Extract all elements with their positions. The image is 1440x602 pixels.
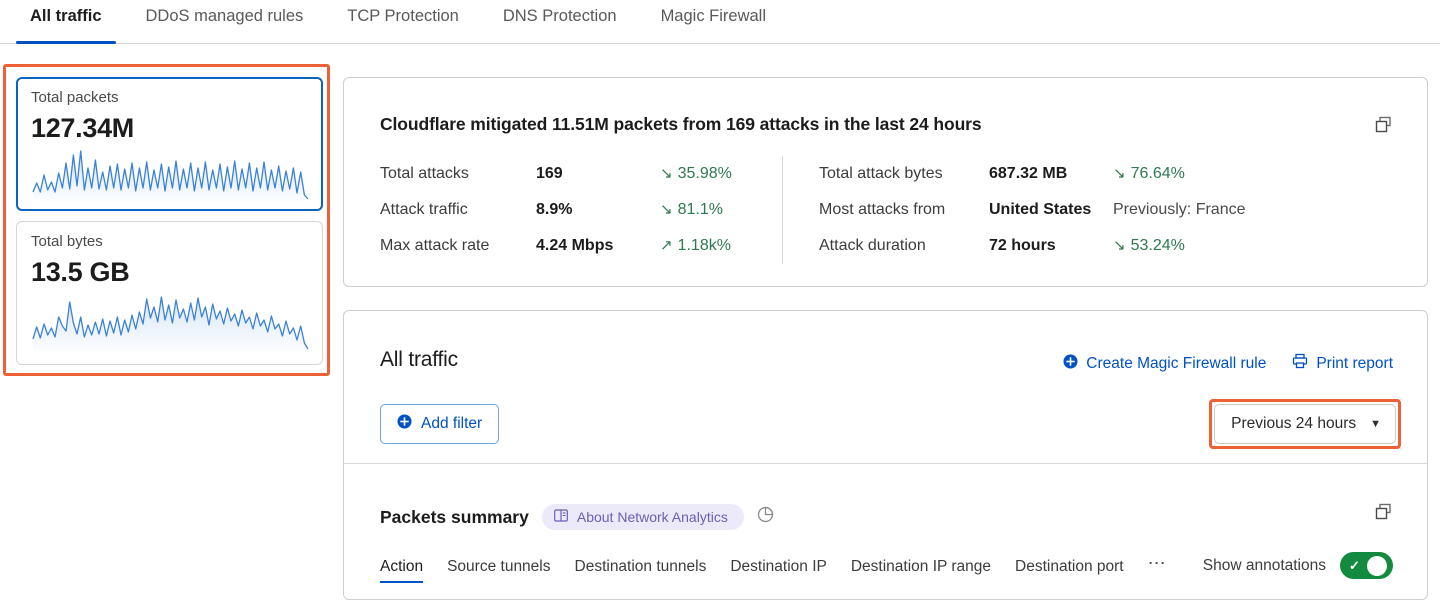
stat-delta: Previously: France (1113, 192, 1246, 228)
add-filter-button[interactable]: Add filter (380, 404, 500, 444)
stat-delta-value: 35.98% (677, 165, 732, 182)
ellipsis-icon[interactable]: ⋯ (1147, 553, 1168, 573)
stat-delta: ↗ 1.18k% (660, 228, 731, 264)
stat-delta: ↘ 81.1% (660, 192, 723, 228)
book-icon (553, 509, 568, 525)
stat-label: Most attacks from (819, 201, 946, 218)
print-report-label: Print report (1316, 354, 1393, 372)
stat-delta-value: 81.1% (677, 201, 723, 218)
stat-label: Max attack rate (380, 237, 490, 254)
sparkline-chart (32, 150, 309, 201)
stat-label: Attack duration (819, 237, 926, 254)
tab-all-traffic[interactable]: All traffic (8, 0, 124, 44)
print-report-button[interactable]: Print report (1292, 353, 1393, 374)
tab-label: DNS Protection (502, 7, 617, 25)
stat-value: 169 (536, 165, 563, 182)
tab-tcp-protection[interactable]: TCP Protection (325, 0, 481, 44)
stat-delta-value: 1.18k% (677, 237, 731, 254)
metric-cards-highlight-frame: Total packets 127.34M Total bytes 13.5 G… (3, 64, 330, 376)
stat-row: 72 hours ↘ 53.24% (989, 228, 1185, 264)
subtab-destination-port[interactable]: Destination port (1015, 558, 1124, 575)
packets-summary-header: Packets summary About Network Analytics (380, 504, 774, 530)
add-filter-label: Add filter (421, 415, 483, 432)
attack-stats-left-column: Total attacks 169 ↘ 35.98% Attack traffic… (380, 156, 746, 264)
stat-delta-value: 76.64% (1130, 165, 1185, 182)
sparkline-chart (32, 296, 309, 351)
tab-dns-protection[interactable]: DNS Protection (481, 0, 639, 44)
metric-card-value: 13.5 GB (31, 257, 130, 287)
stat-row: United States Previously: France (989, 192, 1246, 228)
stat-label: Total attacks (380, 165, 469, 182)
printer-icon (1292, 353, 1308, 374)
show-annotations-label: Show annotations (1202, 556, 1326, 574)
tab-ddos-managed-rules[interactable]: DDoS managed rules (124, 0, 326, 44)
stat-row: 687.32 MB ↘ 76.64% (989, 156, 1185, 192)
check-icon: ✓ (1349, 557, 1360, 573)
metric-card-total-packets[interactable]: Total packets 127.34M (16, 77, 323, 211)
primary-tab-bar: All traffic DDoS managed rules TCP Prote… (0, 0, 1440, 44)
all-traffic-panel: All traffic Create Magic Firewall rule P… (343, 310, 1428, 600)
stat-value: United States (989, 201, 1092, 218)
attack-stats-right-column: Total attack bytes 687.32 MB ↘ 76.64% Mos… (782, 156, 1246, 264)
plus-circle-icon (397, 414, 412, 434)
attack-summary-panel: Cloudflare mitigated 11.51M packets from… (343, 77, 1428, 287)
metric-card-label: Total bytes (31, 233, 103, 250)
tab-label: All traffic (30, 7, 102, 25)
stat-label: Attack traffic (380, 201, 468, 218)
subtab-destination-ip-range[interactable]: Destination IP range (850, 558, 992, 575)
trend-down-icon: ↘ (660, 201, 673, 218)
trend-down-icon: ↘ (1113, 165, 1126, 182)
stat-row: 8.9% ↘ 81.1% (536, 192, 746, 228)
tab-label: DDoS managed rules (145, 7, 304, 25)
subtab-destination-tunnels[interactable]: Destination tunnels (574, 558, 707, 575)
stat-label: Total attack bytes (819, 165, 943, 182)
section-divider (344, 463, 1427, 464)
attack-stats-grid: Total attacks 169 ↘ 35.98% Attack traffic… (380, 156, 1246, 264)
trend-down-icon: ↘ (1113, 237, 1126, 254)
stat-delta: ↘ 35.98% (660, 156, 732, 192)
badge-label: About Network Analytics (576, 509, 728, 525)
summary-headline: Cloudflare mitigated 11.51M packets from… (380, 114, 982, 134)
plus-circle-icon (1063, 354, 1078, 374)
subtab-destination-ip[interactable]: Destination IP (730, 558, 827, 575)
packets-summary-title: Packets summary (380, 506, 529, 527)
trend-down-icon: ↘ (660, 165, 673, 182)
stat-value: 72 hours (989, 237, 1056, 254)
tab-magic-firewall[interactable]: Magic Firewall (639, 0, 788, 44)
subtab-source-tunnels[interactable]: Source tunnels (447, 558, 551, 575)
stat-row: 4.24 Mbps ↗ 1.18k% (536, 228, 746, 264)
panel-actions: Create Magic Firewall rule Print report (1063, 353, 1393, 374)
chevron-down-icon: ▼ (1370, 418, 1381, 430)
stat-delta-value: 53.24% (1130, 237, 1185, 254)
stat-value: 8.9% (536, 201, 573, 218)
metric-card-value: 127.34M (31, 113, 134, 143)
toggle-knob (1367, 555, 1387, 576)
dimension-subtabs: Action Source tunnels Destination tunnel… (380, 553, 1167, 583)
show-annotations-control: Show annotations ✓ (1203, 552, 1393, 579)
expand-copy-icon[interactable] (1375, 116, 1392, 138)
create-magic-firewall-rule-button[interactable]: Create Magic Firewall rule (1063, 354, 1266, 374)
stat-delta: ↘ 76.64% (1113, 156, 1185, 192)
time-range-value: Previous 24 hours (1231, 415, 1357, 432)
subtab-action[interactable]: Action (380, 558, 424, 583)
create-rule-label: Create Magic Firewall rule (1086, 354, 1267, 372)
time-range-select[interactable]: Previous 24 hours ▼ (1214, 404, 1396, 444)
expand-copy-icon[interactable] (1375, 503, 1392, 525)
stat-delta-value: Previously: France (1113, 201, 1246, 218)
tab-label: TCP Protection (347, 7, 459, 25)
panel-title: All traffic (380, 348, 458, 371)
show-annotations-toggle[interactable]: ✓ (1340, 552, 1393, 579)
stat-value: 4.24 Mbps (536, 237, 614, 254)
about-network-analytics-badge[interactable]: About Network Analytics (541, 504, 744, 530)
stat-value: 687.32 MB (989, 165, 1068, 182)
stat-row: 169 ↘ 35.98% (536, 156, 746, 192)
trend-up-icon: ↗ (660, 237, 673, 254)
stat-delta: ↘ 53.24% (1113, 228, 1185, 264)
tab-label: Magic Firewall (660, 7, 766, 25)
metric-card-total-bytes[interactable]: Total bytes 13.5 GB (16, 221, 323, 365)
metric-card-label: Total packets (31, 89, 119, 106)
pie-chart-icon[interactable] (757, 506, 774, 528)
time-range-highlight-frame: Previous 24 hours ▼ (1209, 399, 1401, 449)
